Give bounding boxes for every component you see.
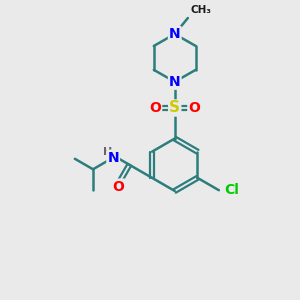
Text: N: N (169, 27, 181, 41)
Text: O: O (149, 101, 161, 115)
Text: N: N (107, 151, 119, 165)
Text: H: H (103, 147, 112, 158)
Text: Cl: Cl (224, 183, 239, 197)
Text: O: O (112, 180, 124, 194)
Text: O: O (188, 101, 200, 115)
Text: N: N (169, 75, 181, 89)
Text: CH₃: CH₃ (190, 4, 211, 14)
Text: S: S (169, 100, 180, 116)
